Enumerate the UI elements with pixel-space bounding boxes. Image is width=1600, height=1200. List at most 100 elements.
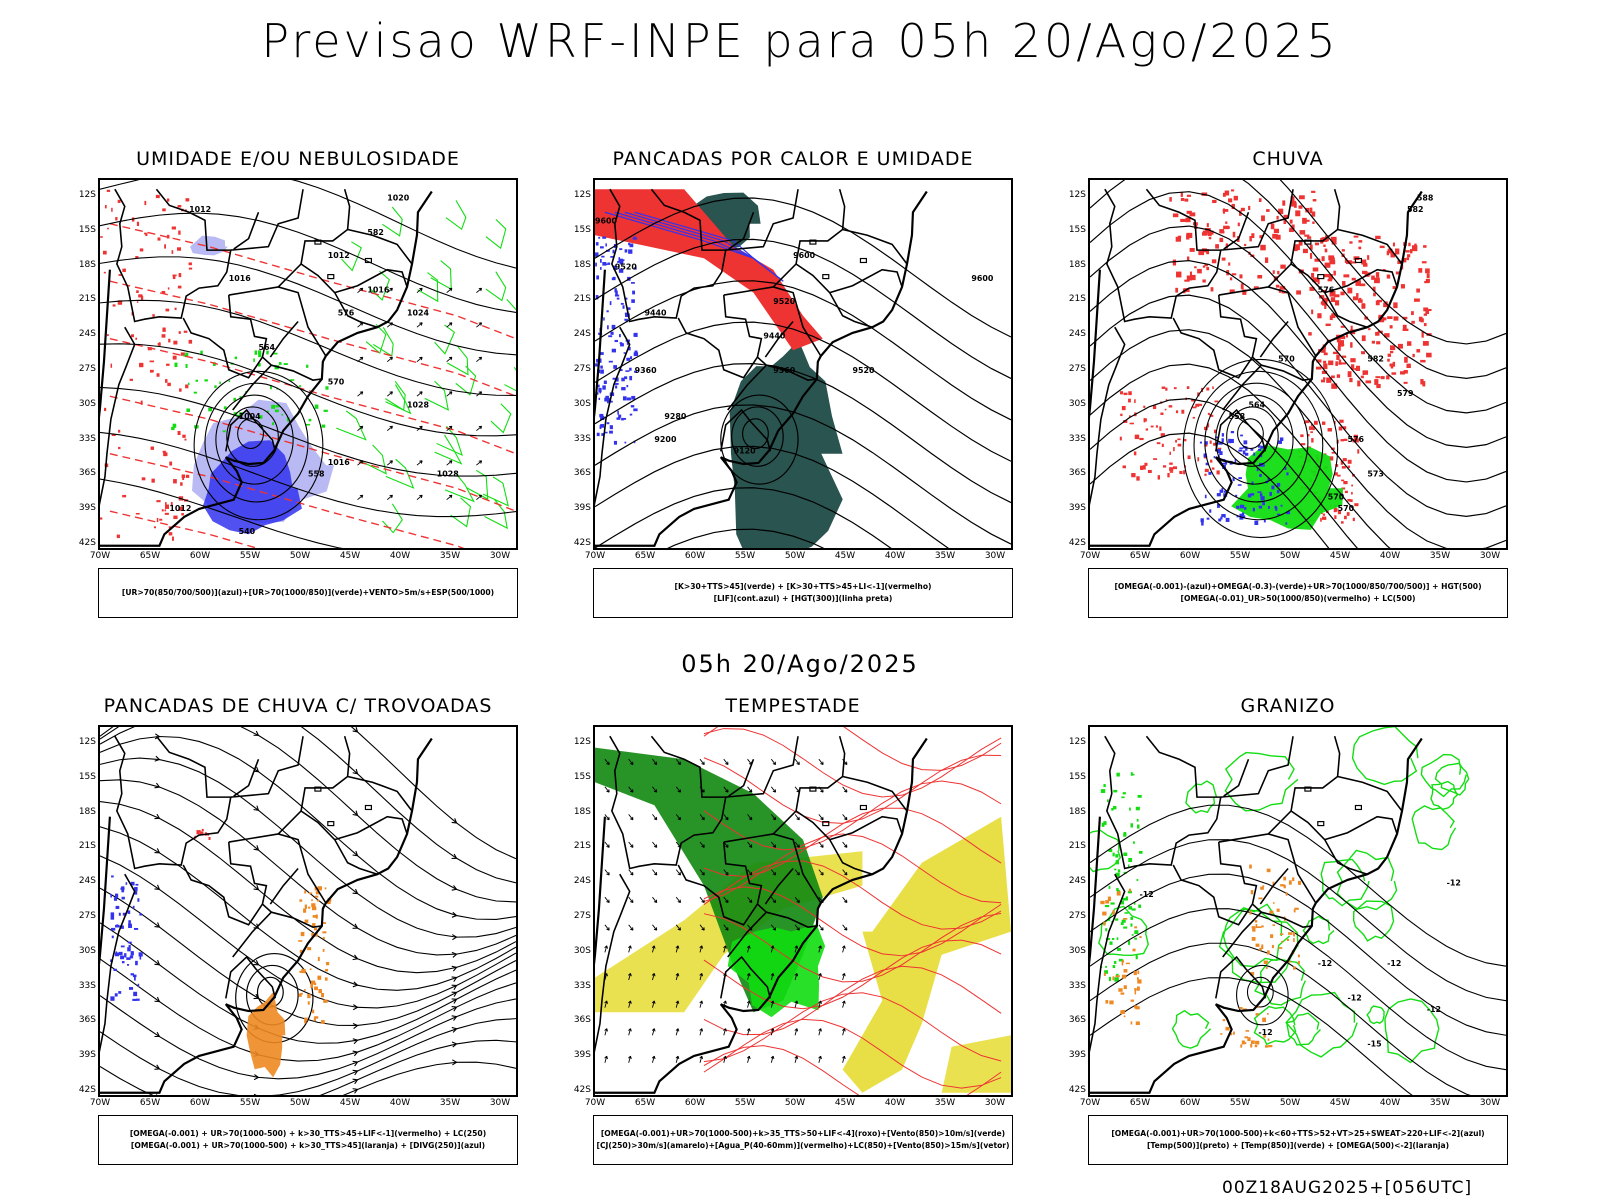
contour-label: 570 xyxy=(328,378,345,387)
latitude-label: 18S xyxy=(78,259,96,270)
longitude-label: 50W xyxy=(1279,1098,1301,1108)
legend-line: [K>30+TTS>45](verde) + [K>30+TTS>45+LI<-… xyxy=(674,582,932,591)
longitude-label: 60W xyxy=(684,1098,706,1108)
longitude-label: 40W xyxy=(389,1098,411,1108)
latitude-label: 42S xyxy=(573,1085,591,1095)
map-canvas xyxy=(595,727,1011,1095)
panel-title: UMIDADE E/OU NEBULOSIDADE xyxy=(136,148,460,170)
contour-label: 540 xyxy=(239,527,256,536)
longitude-label: 65W xyxy=(1129,551,1151,561)
contour-label: 9200 xyxy=(654,435,677,444)
run-identifier: 00Z18AUG2025+[056UTC] xyxy=(1222,1178,1473,1198)
longitude-label: 70W xyxy=(89,1098,111,1108)
contour-label: 573 xyxy=(1367,470,1384,479)
latitude-label: 33S xyxy=(573,433,591,444)
latitude-label: 39S xyxy=(78,1050,96,1061)
latitude-label: 30S xyxy=(1068,945,1086,956)
contour-label: 9440 xyxy=(645,309,668,318)
contour-label: 1012 xyxy=(169,504,191,513)
longitude-label: 65W xyxy=(1129,1098,1151,1108)
latitude-label: 15S xyxy=(1068,771,1086,782)
contour-label: 1024 xyxy=(407,309,430,318)
contour-label: 576 xyxy=(1318,286,1335,295)
map-canvas xyxy=(100,727,516,1095)
latitude-label: 12S xyxy=(78,190,96,200)
contour-label: -12 xyxy=(1348,994,1362,1003)
latitude-label: 18S xyxy=(573,806,591,817)
latitude-label: 24S xyxy=(573,329,591,340)
contour-label: 570 xyxy=(1328,493,1345,502)
panel-title: CHUVA xyxy=(1252,148,1324,170)
contour-label: 579 xyxy=(1397,389,1414,398)
panel-legend: [OMEGA(-0.001) + UR>70(1000-500) + k>30_… xyxy=(98,1115,518,1165)
longitude-label: 60W xyxy=(189,551,211,561)
panel-legend: [OMEGA(-0.001)-(azul)+OMEGA(-0.3)-(verde… xyxy=(1088,568,1508,618)
contour-label: 9280 xyxy=(664,412,687,421)
longitude-label: 35W xyxy=(439,1098,461,1108)
latitude-label: 39S xyxy=(78,503,96,514)
longitude-label: 60W xyxy=(1179,551,1201,561)
longitude-label: 50W xyxy=(289,1098,311,1108)
contour-label: 1020 xyxy=(387,194,410,203)
longitude-label: 35W xyxy=(1429,1098,1451,1108)
panel-legend: [UR>70(850/700/500)](azul)+[UR>70(1000/8… xyxy=(98,568,518,618)
longitude-label: 65W xyxy=(634,1098,656,1108)
latitude-label: 36S xyxy=(1068,1015,1086,1026)
latitude-label: 27S xyxy=(1068,364,1086,374)
contour-label: 558 xyxy=(308,470,325,479)
contour-label: 9440 xyxy=(763,332,786,341)
contour-label: 1028 xyxy=(437,470,460,479)
contour-label: 9600 xyxy=(971,274,994,283)
longitude-label: 65W xyxy=(634,551,656,561)
latitude-label: 33S xyxy=(78,980,96,991)
longitude-label: 35W xyxy=(934,551,956,561)
longitude-label: 65W xyxy=(139,551,161,561)
longitude-label: 60W xyxy=(1179,1098,1201,1108)
latitude-label: 33S xyxy=(1068,433,1086,444)
longitude-label: 55W xyxy=(734,1098,756,1108)
latitude-label: 18S xyxy=(1068,806,1086,817)
longitude-label: 70W xyxy=(1079,551,1101,561)
legend-line: [OMEGA(-0.001)+UR>70(1000-500)+k<60+TTS>… xyxy=(1111,1129,1485,1138)
latitude-label: 42S xyxy=(1068,1085,1086,1095)
latitude-label: 12S xyxy=(78,737,96,747)
latitude-label: 39S xyxy=(573,503,591,514)
legend-line: [OMEGA(-0.001) + UR>70(1000-500) + k>30_… xyxy=(129,1129,487,1138)
legend-line: [OMEGA(-0.001) + UR>70(1000-500) + k>30_… xyxy=(130,1141,486,1150)
panel-legend: [OMEGA(-0.001)+UR>70(1000-500)+k>35_TTS>… xyxy=(593,1115,1013,1165)
panel-chuva: CHUVA 588 582 576 570 564 558 570 576 579 582 573 57… xyxy=(1058,148,1518,638)
panel-title: TEMPESTADE xyxy=(725,695,861,717)
contour-label: 9600 xyxy=(595,217,618,226)
forecast-map xyxy=(98,725,518,1097)
longitude-label: 45W xyxy=(834,1098,856,1108)
latitude-label: 15S xyxy=(573,224,591,235)
contour-label: -12 xyxy=(1447,879,1461,888)
latitude-label: 24S xyxy=(1068,329,1086,340)
contour-label: -12 xyxy=(1387,959,1401,968)
longitude-label: 40W xyxy=(1379,551,1401,561)
legend-line: [CJ(250)>30m/s](amarelo)+[Agua_P(40-60mm… xyxy=(596,1141,1010,1150)
latitude-label: 27S xyxy=(1068,911,1086,921)
contour-label: 9600 xyxy=(793,251,816,260)
panel-legend: [OMEGA(-0.001)+UR>70(1000-500)+k<60+TTS>… xyxy=(1088,1115,1508,1165)
legend-line: [LIF](cont.azul) + [HGT(300)](linha pret… xyxy=(713,594,893,603)
latitude-label: 15S xyxy=(78,771,96,782)
longitude-label: 30W xyxy=(489,1098,511,1108)
contour-label: -12 xyxy=(1258,1028,1272,1037)
main-title: Previsao WRF-INPE para 05h 20/Ago/2025 xyxy=(261,14,1339,68)
forecast-map: -12 -12 -12 -12 -12 -15 -12 -12 xyxy=(1088,725,1508,1097)
panel-title: GRANIZO xyxy=(1240,695,1336,717)
longitude-label: 65W xyxy=(139,1098,161,1108)
latitude-label: 42S xyxy=(573,538,591,548)
panel-pancadas-calor: PANCADAS POR CALOR E UMIDADE 9600 9520 9440… xyxy=(563,148,1023,638)
contour-label: 582 xyxy=(367,228,384,237)
contour-label: 582 xyxy=(1367,355,1384,364)
latitude-label: 39S xyxy=(1068,1050,1086,1061)
latitude-label: 15S xyxy=(1068,224,1086,235)
latitude-label: 21S xyxy=(1068,294,1086,305)
forecast-map xyxy=(593,725,1013,1097)
contour-label: 576 xyxy=(1348,435,1365,444)
longitude-label: 35W xyxy=(439,551,461,561)
latitude-label: 30S xyxy=(573,398,591,409)
longitude-label: 30W xyxy=(1479,551,1501,561)
